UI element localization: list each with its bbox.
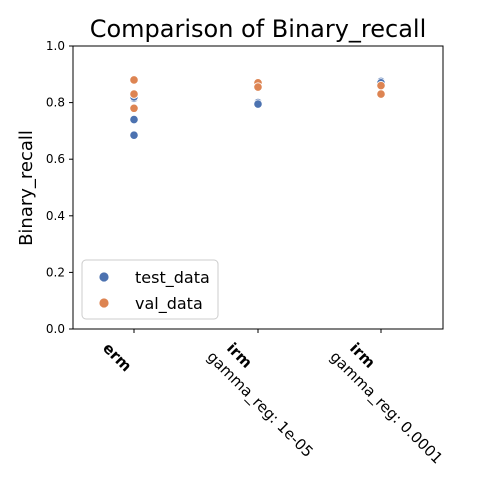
- x-tick-label-main: erm: [99, 339, 135, 375]
- y-tick-label: 1.0: [46, 39, 65, 53]
- y-tick-label: 0.6: [46, 152, 65, 166]
- y-tick-label: 0.0: [46, 322, 65, 336]
- legend-marker: [98, 271, 110, 283]
- x-tick-label: erm: [99, 339, 135, 375]
- legend-box: [81, 259, 219, 320]
- data-point-val-data: [129, 89, 139, 99]
- chart-title: Comparison of Binary_recall: [90, 15, 427, 43]
- data-point-test-data: [253, 99, 263, 109]
- x-tick-label-sub: gamma_reg: 0.0001: [326, 348, 447, 469]
- data-point-test-data: [129, 114, 139, 125]
- legend: test_data val_data: [81, 259, 219, 320]
- plot-area: 0.0 0.2 0.4 0.6 0.8 1.0 erm irmgamma_reg: 1e-05…: [46, 39, 461, 468]
- legend-label: test_data: [135, 268, 210, 288]
- legend-marker: [98, 297, 110, 309]
- x-tick-label: irmgamma_reg: 1e-05: [203, 333, 331, 461]
- y-axis-label: Binary_recall: [16, 130, 37, 246]
- data-point-val-data: [129, 103, 139, 113]
- y-tick-label: 0.2: [46, 265, 65, 279]
- x-tick-label-sub: gamma_reg: 1e-05: [203, 348, 317, 462]
- data-point-val-data: [253, 82, 263, 92]
- y-tick-label: 0.4: [46, 209, 65, 223]
- data-point-val-data: [129, 75, 139, 85]
- legend-label: val_data: [135, 294, 203, 314]
- data-point-val-data: [376, 89, 386, 99]
- data-point-test-data: [129, 130, 139, 140]
- y-tick-label: 0.8: [46, 96, 65, 110]
- x-tick-label: irmgamma_reg: 0.0001: [326, 333, 461, 468]
- data-point-val-data: [376, 81, 386, 91]
